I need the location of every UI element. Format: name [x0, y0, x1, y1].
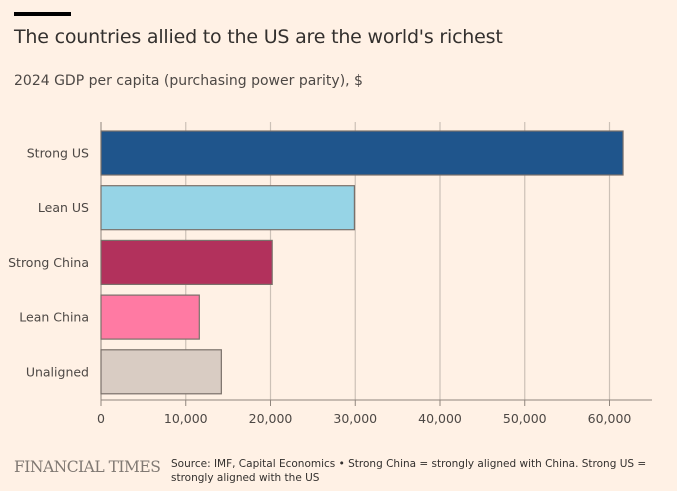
x-tick-label: 40,000 — [418, 411, 462, 426]
bars — [100, 130, 624, 395]
bar-strong-us — [100, 130, 624, 176]
x-tick-label: 60,000 — [588, 411, 632, 426]
x-tick-label: 50,000 — [503, 411, 547, 426]
category-label: Strong US — [27, 146, 89, 161]
ft-logo: FINANCIAL TIMES — [14, 458, 161, 476]
chart-subtitle: 2024 GDP per capita (purchasing power pa… — [14, 73, 363, 89]
chart-title: The countries allied to the US are the w… — [14, 26, 503, 48]
category-label: Strong China — [8, 255, 89, 270]
category-label: Unaligned — [26, 364, 89, 379]
x-tick-label: 20,000 — [249, 411, 293, 426]
x-tick-label: 0 — [97, 411, 105, 426]
bar-unaligned — [100, 349, 222, 395]
ft-accent-bar — [14, 12, 71, 16]
x-axis: 0 10,000 20,000 30,000 40,000 50,000 60,000 — [97, 399, 652, 426]
source-note: Source: IMF, Capital Economics • Strong … — [171, 458, 647, 484]
bar-chart: Strong US Lean US Strong China Lean China Un… — [8, 122, 652, 426]
category-labels: Strong US Lean US Strong China Lean China Un… — [8, 146, 89, 380]
x-tick-label: 10,000 — [164, 411, 208, 426]
category-label: Lean China — [19, 310, 89, 325]
category-label: Lean US — [38, 200, 89, 215]
x-tick-label: 30,000 — [333, 411, 377, 426]
bar-strong-china — [100, 239, 273, 285]
bar-lean-china — [100, 294, 200, 340]
bar-lean-us — [100, 185, 356, 231]
